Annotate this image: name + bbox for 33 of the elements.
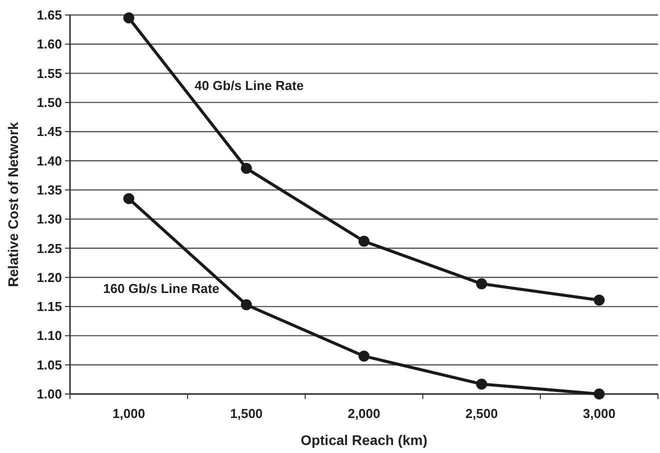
point [476, 378, 488, 390]
y-tick-label: 1.05 [36, 357, 62, 372]
point [594, 294, 605, 306]
x-tick-label: 2,500 [465, 406, 498, 421]
y-tick-label: 1.10 [36, 328, 62, 344]
y-axis-title: Relative Cost of Network [5, 122, 21, 287]
point [123, 12, 134, 24]
y-tick-label: 1.15 [36, 299, 62, 314]
point [240, 299, 252, 310]
point [358, 236, 370, 247]
series-label: 160 Gb/s Line Rate [103, 280, 220, 296]
point [123, 193, 134, 204]
y-tick-label: 1.55 [36, 66, 62, 81]
y-tick-label: 1.35 [36, 182, 62, 198]
x-tick-label: 2,000 [348, 406, 380, 421]
point [476, 278, 488, 290]
y-tick-label: 1.40 [36, 153, 62, 168]
y-tick-label: 1.60 [36, 36, 62, 52]
series-label: 40 Gb/s Line Rate [194, 78, 304, 94]
x-tick-label: 3,000 [582, 406, 616, 421]
y-tick-label: 1.20 [36, 270, 62, 285]
point [594, 388, 605, 400]
y-tick-label: 1.50 [36, 95, 62, 110]
y-tick-label: 1.00 [36, 386, 62, 402]
point [358, 350, 370, 362]
x-tick-label: 1,000 [112, 406, 146, 421]
x-axis-title: Optical Reach (km) [300, 432, 428, 448]
y-tick-label: 1.30 [36, 212, 62, 227]
y-tick-label: 1.25 [36, 240, 62, 256]
y-tick-label: 1.65 [36, 8, 62, 23]
y-tick-label: 1.45 [36, 124, 62, 140]
x-tick-label: 1,500 [230, 406, 263, 421]
point [240, 162, 252, 174]
